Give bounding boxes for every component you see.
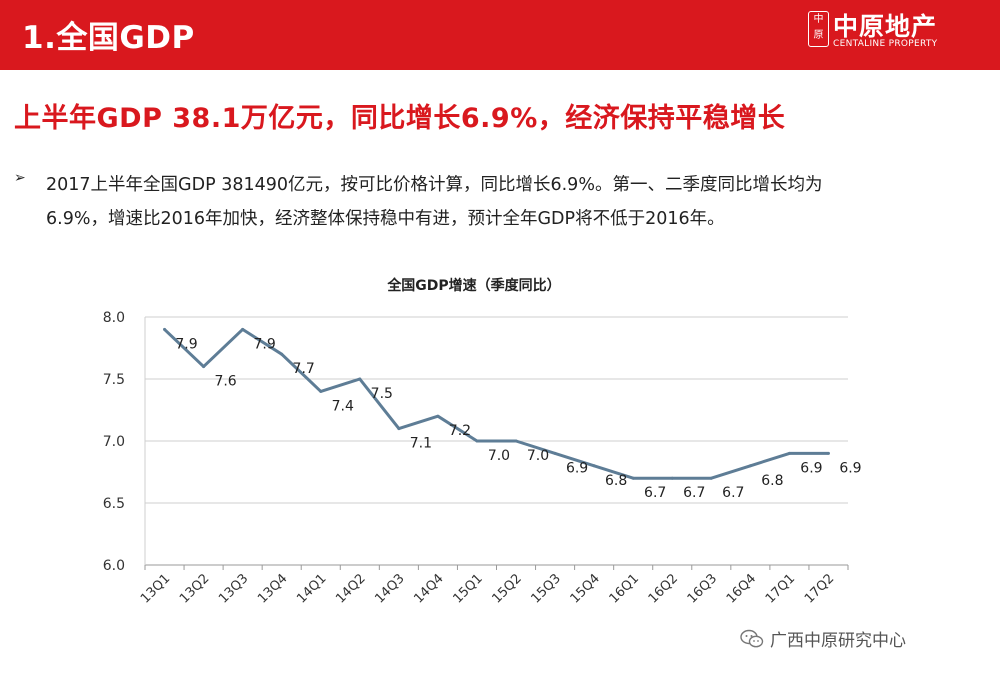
data-label: 7.0 (527, 448, 549, 464)
x-tick-label: 16Q4 (724, 571, 759, 606)
data-label: 7.1 (410, 436, 432, 452)
data-point (241, 327, 245, 331)
logo-mark-icon: 中原 (808, 11, 829, 47)
y-tick-label: 8.0 (103, 310, 125, 326)
x-tick-label: 14Q3 (372, 571, 407, 606)
data-point (202, 365, 206, 369)
source-footer: 广西中原研究中心 (740, 626, 906, 654)
data-label: 7.7 (293, 361, 315, 377)
x-tick-label: 13Q3 (216, 571, 251, 606)
data-point (280, 352, 284, 356)
y-tick-label: 7.0 (103, 434, 125, 450)
centaline-logo: 中原 中原地产 CENTALINE PROPERTY (808, 7, 988, 61)
wechat-icon (740, 629, 764, 654)
data-label: 6.8 (605, 473, 627, 489)
data-point (748, 464, 752, 468)
data-label: 7.9 (254, 336, 276, 352)
data-label: 7.6 (214, 374, 236, 390)
slide-title: 1.全国GDP (22, 20, 195, 56)
x-tick-label: 17Q1 (763, 571, 798, 606)
x-tick-label: 16Q1 (607, 571, 642, 606)
x-tick-label: 14Q4 (411, 571, 446, 606)
data-label: 6.9 (566, 460, 588, 476)
data-point (826, 451, 830, 455)
title-bar: 1.全国GDP 中原 中原地产 CENTALINE PROPERTY (0, 0, 1000, 70)
x-tick-label: 17Q2 (802, 571, 837, 606)
x-tick-label: 16Q3 (685, 571, 720, 606)
x-tick-label: 13Q2 (177, 571, 212, 606)
x-tick-label: 16Q2 (646, 571, 681, 606)
y-tick-label: 7.5 (103, 372, 125, 388)
y-tick-label: 6.5 (103, 496, 125, 512)
data-label: 6.9 (839, 460, 861, 476)
data-label: 7.0 (488, 448, 510, 464)
data-label: 6.9 (800, 460, 822, 476)
data-point (397, 427, 401, 431)
chart-title: 全国GDP增速（季度同比） (386, 277, 560, 294)
data-label: 6.8 (761, 473, 783, 489)
data-point (592, 464, 596, 468)
data-point (436, 414, 440, 418)
data-point (631, 476, 635, 480)
data-label: 7.4 (332, 398, 354, 414)
data-point (358, 377, 362, 381)
data-point (475, 439, 479, 443)
logo-brand-en: CENTALINE PROPERTY (833, 39, 938, 49)
x-tick-label: 15Q1 (450, 571, 485, 606)
data-label: 6.7 (644, 485, 666, 501)
data-point (163, 327, 167, 331)
x-tick-label: 15Q4 (568, 571, 603, 606)
data-point (709, 476, 713, 480)
logo-brand-cn: 中原地产 (833, 12, 938, 41)
bullet-paragraph: 2017上半年全国GDP 381490亿元，按可比价格计算，同比增长6.9%。第… (46, 168, 946, 236)
x-tick-label: 14Q2 (333, 571, 368, 606)
data-point (319, 389, 323, 393)
x-tick-label: 13Q4 (255, 571, 290, 606)
gdp-series-line (163, 327, 829, 480)
x-tick-label: 15Q3 (529, 571, 564, 606)
x-tick-label: 13Q1 (138, 571, 173, 606)
data-label: 6.7 (683, 485, 705, 501)
data-label: 6.7 (722, 485, 744, 501)
bullet-arrow-icon: ➢ (14, 170, 26, 186)
footer-source-text: 广西中原研究中心 (770, 631, 906, 651)
data-point (553, 451, 557, 455)
data-label: 7.5 (371, 386, 393, 402)
headline: 上半年GDP 38.1万亿元，同比增长6.9%，经济保持平稳增长 (14, 103, 786, 134)
data-point (670, 476, 674, 480)
y-tick-label: 6.0 (103, 558, 125, 574)
bullet-line-2: 6.9%，增速比2016年加快，经济整体保持稳中有进，预计全年GDP将不低于20… (46, 209, 725, 229)
data-label: 7.2 (449, 423, 471, 439)
data-point (787, 451, 791, 455)
x-tick-label: 14Q1 (294, 571, 329, 606)
bullet-line-1: 2017上半年全国GDP 381490亿元，按可比价格计算，同比增长6.9%。第… (46, 175, 823, 195)
logo-mark-text: 中原 (813, 14, 824, 41)
x-tick-label: 15Q2 (489, 571, 524, 606)
data-label: 7.9 (175, 336, 197, 352)
data-point (514, 439, 518, 443)
